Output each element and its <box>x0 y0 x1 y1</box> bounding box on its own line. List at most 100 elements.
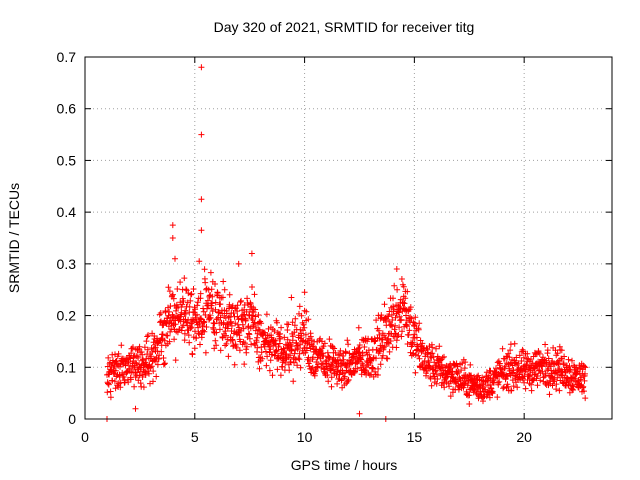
data-point <box>308 366 315 373</box>
y-tick-label: 0 <box>68 411 76 427</box>
data-point <box>246 331 253 338</box>
data-point <box>542 370 549 377</box>
data-point <box>125 358 132 365</box>
data-point <box>157 310 164 316</box>
data-point <box>291 322 298 329</box>
x-tick-label: 20 <box>516 429 532 445</box>
data-point <box>518 358 525 364</box>
data-point <box>416 320 423 327</box>
data-point <box>127 355 134 362</box>
data-point <box>201 328 208 335</box>
data-point <box>182 310 189 317</box>
data-point <box>188 324 195 331</box>
data-point <box>345 341 352 348</box>
data-point <box>258 320 265 327</box>
data-point <box>496 378 503 385</box>
data-point <box>403 312 409 319</box>
outlier-point <box>169 235 176 241</box>
data-point <box>356 349 363 356</box>
data-point <box>424 368 431 374</box>
data-point <box>318 364 325 371</box>
data-point <box>581 363 588 370</box>
data-point <box>509 377 516 384</box>
data-point <box>416 355 423 362</box>
data-point <box>361 344 368 350</box>
data-point <box>263 311 270 318</box>
data-point <box>237 299 244 305</box>
y-tick-label: 0.5 <box>57 152 77 168</box>
data-point <box>376 348 383 355</box>
data-point <box>326 336 333 343</box>
data-point <box>400 299 407 306</box>
outlier-point <box>356 410 363 417</box>
data-point <box>549 382 556 389</box>
data-point <box>391 306 397 313</box>
data-point <box>534 382 541 389</box>
data-point <box>107 394 114 401</box>
data-point <box>135 354 142 361</box>
data-point <box>275 343 282 350</box>
grid-lines <box>85 57 612 419</box>
data-point <box>413 334 420 341</box>
data-point <box>284 327 291 333</box>
y-tick-label: 0.2 <box>57 308 77 324</box>
data-point <box>296 350 303 357</box>
data-point <box>242 316 249 323</box>
data-point <box>130 354 137 361</box>
data-point <box>580 383 587 390</box>
data-point <box>221 286 228 293</box>
data-point <box>170 295 177 302</box>
data-point <box>180 298 187 304</box>
data-point <box>428 382 435 389</box>
data-point <box>292 315 299 322</box>
data-point <box>425 349 431 356</box>
data-point <box>332 349 339 356</box>
data-point <box>556 387 563 394</box>
data-point <box>187 291 194 298</box>
data-point <box>240 325 247 332</box>
data-point <box>281 347 288 354</box>
outlier-point <box>288 294 295 301</box>
data-point <box>153 373 160 380</box>
data-point <box>107 388 114 395</box>
data-point <box>171 336 178 343</box>
data-point <box>209 300 216 307</box>
data-point <box>510 383 517 390</box>
data-point <box>202 279 209 286</box>
data-point <box>147 364 154 371</box>
x-tick-label: 10 <box>297 429 313 445</box>
data-point <box>412 320 418 327</box>
data-point <box>505 350 512 357</box>
data-point <box>448 371 455 377</box>
data-point <box>542 341 549 348</box>
data-point <box>399 328 405 335</box>
y-tick-label: 0.7 <box>57 49 77 65</box>
data-point <box>154 361 161 368</box>
data-point <box>254 334 261 341</box>
data-point <box>506 354 513 361</box>
data-point <box>227 319 234 326</box>
data-point <box>298 312 305 319</box>
data-point <box>159 331 166 338</box>
data-point <box>566 363 573 370</box>
data-point <box>197 315 204 322</box>
data-point <box>389 317 396 323</box>
data-point <box>516 352 523 359</box>
outlier-point <box>235 260 242 267</box>
data-point <box>112 367 119 374</box>
data-point <box>487 367 494 374</box>
data-point <box>263 362 270 369</box>
data-point <box>228 318 234 325</box>
data-point <box>309 364 316 371</box>
data-point <box>570 387 577 393</box>
data-point <box>104 389 111 396</box>
data-point <box>174 329 181 336</box>
data-point <box>534 373 541 379</box>
data-point <box>373 355 379 362</box>
data-point <box>514 384 521 391</box>
data-point <box>256 327 263 334</box>
data-point <box>217 314 224 321</box>
data-point <box>446 383 453 390</box>
data-point <box>558 347 565 354</box>
data-point <box>169 291 176 298</box>
